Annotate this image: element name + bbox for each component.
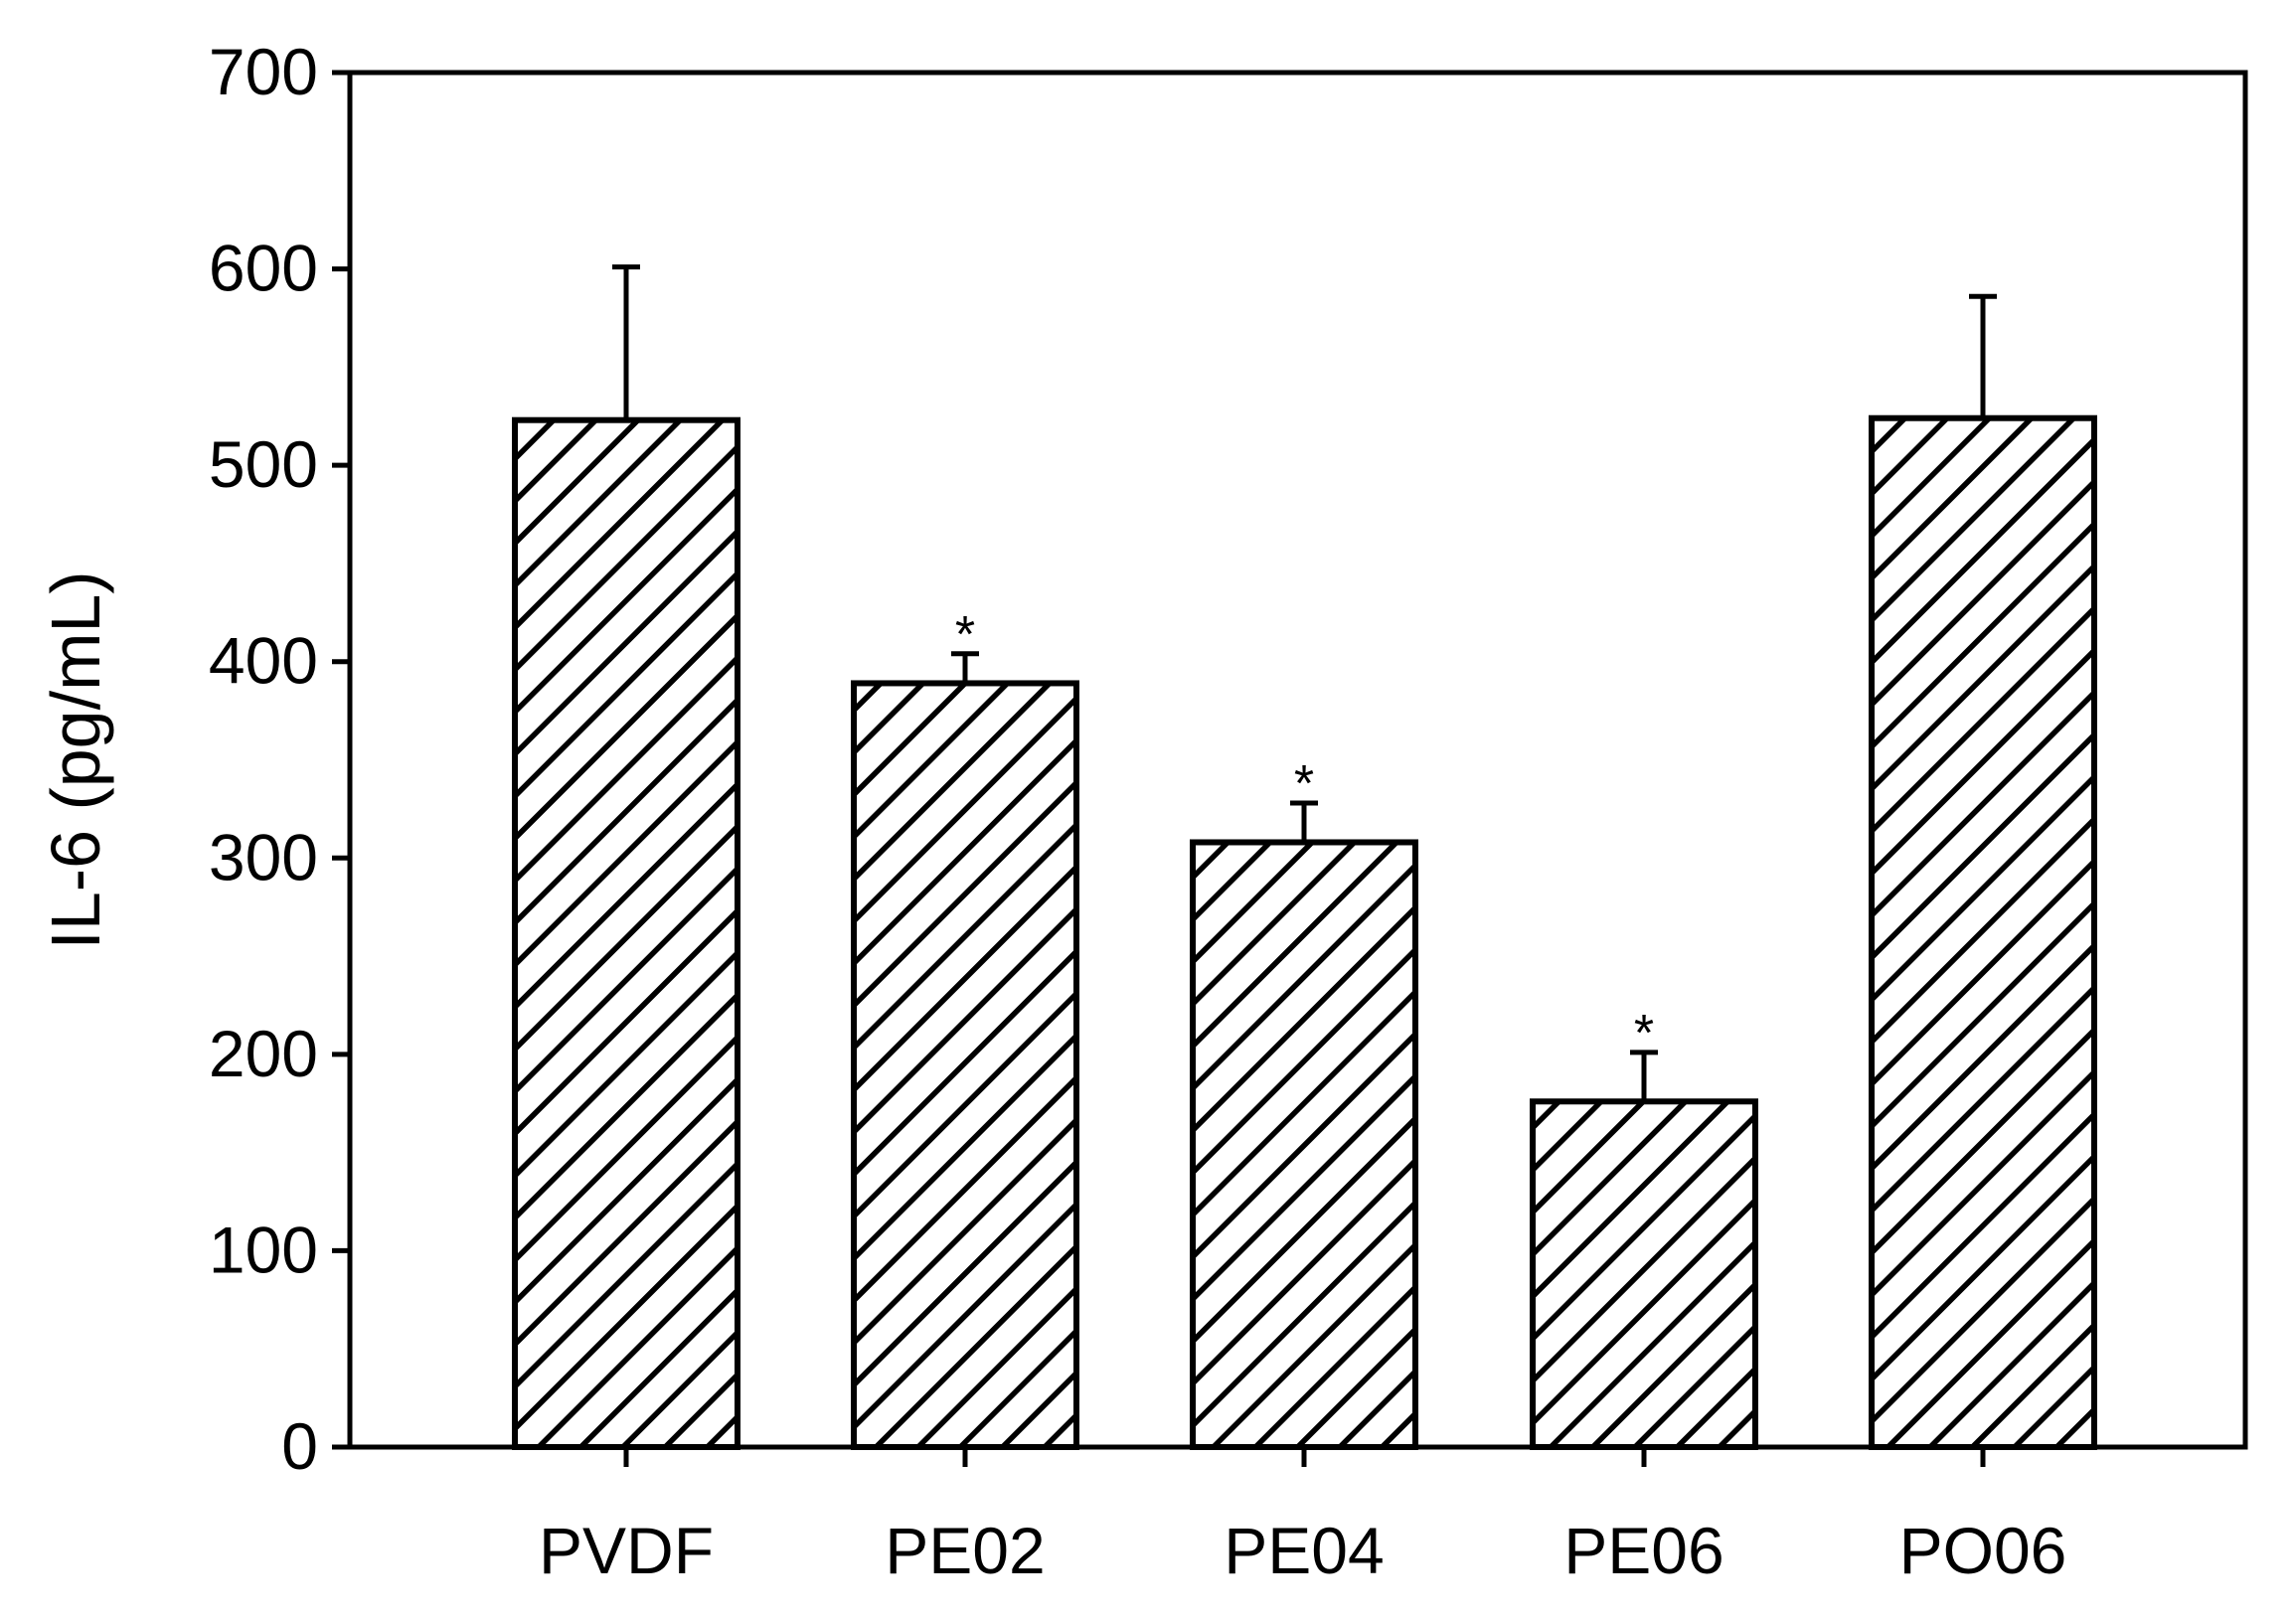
y-tick-label: 0 xyxy=(281,1409,318,1483)
significance-marker: * xyxy=(1294,755,1314,813)
x-tick-label: PE04 xyxy=(1224,1514,1384,1587)
bar-pe04 xyxy=(1190,839,1418,1450)
y-tick-label: 500 xyxy=(209,427,318,501)
y-tick-label: 200 xyxy=(209,1017,318,1090)
x-tick-label: PO06 xyxy=(1899,1514,2067,1587)
bar-pe06 xyxy=(1530,1098,1758,1450)
y-tick-label: 700 xyxy=(209,35,318,108)
y-tick-label: 600 xyxy=(209,232,318,305)
bars: * * * xyxy=(512,264,2097,1450)
x-tick-label: PE02 xyxy=(885,1514,1045,1587)
y-tick-label: 400 xyxy=(209,624,318,698)
bar-pvdf xyxy=(512,416,740,1450)
significance-marker: * xyxy=(955,606,975,664)
y-tick-label: 300 xyxy=(209,820,318,893)
x-tick-label: PE06 xyxy=(1563,1514,1723,1587)
y-axis: 0 100 200 300 400 500 600 700 xyxy=(209,35,350,1483)
significance-marker: * xyxy=(1634,1005,1654,1062)
bar-pe02 xyxy=(851,680,1079,1450)
x-tick-label: PVDF xyxy=(539,1514,714,1587)
bar-po06 xyxy=(1869,414,2097,1450)
y-axis-title: IL-6 (pg/mL) xyxy=(37,570,114,949)
x-axis: PVDF PE02 PE04 PE06 PO06 xyxy=(539,1447,2066,1587)
y-tick-label: 100 xyxy=(209,1213,318,1286)
